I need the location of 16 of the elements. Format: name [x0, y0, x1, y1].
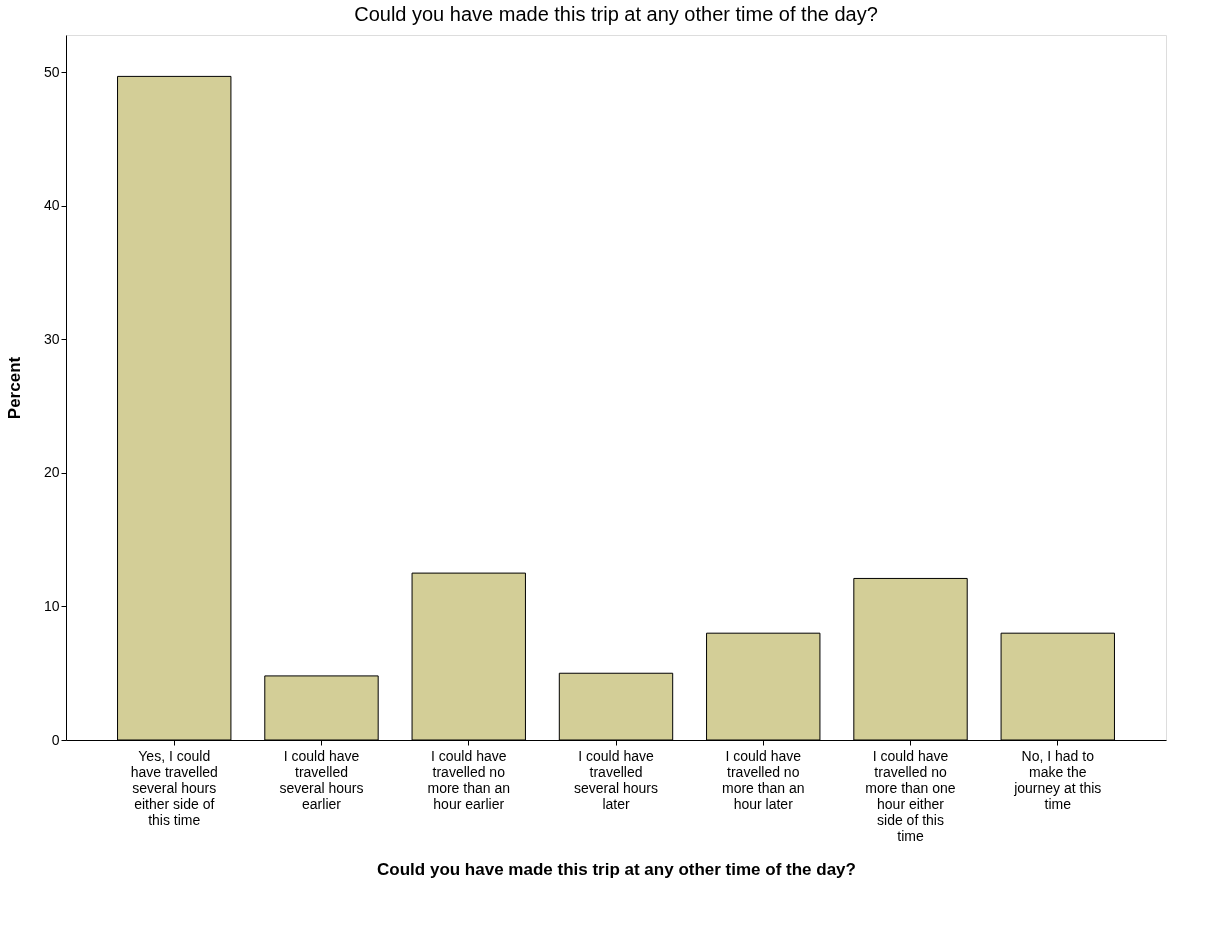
x-tick-label: I could have travelled no more than an hour later: [722, 747, 805, 812]
y-tick-label: 20: [43, 464, 60, 481]
x-tick-label: No, I had to make the journey at this time: [1013, 747, 1102, 812]
y-axis-title: Percent: [4, 356, 24, 420]
x-tick-label: I could have travelled no more than one hour either side of this time: [865, 747, 956, 844]
y-tick-label: 10: [43, 597, 60, 614]
y-tick-label: 0: [51, 731, 60, 748]
chart-title: Could you have made this trip at any other time of the day?: [354, 3, 878, 25]
x-tick-label: Yes, I could have travelled several hours either side of this time: [130, 747, 218, 828]
x-axis-title: Could you have made this trip at any other time of the day?: [377, 859, 856, 879]
y-tick-label: 40: [43, 197, 60, 214]
x-tick-label: I could have travelled several hours later: [573, 747, 659, 812]
x-tick-label: I could have travelled no more than an hour earlier: [427, 747, 510, 812]
x-tick-label: I could have travelled several hours earlier: [279, 747, 364, 812]
y-tick-label: 30: [43, 330, 60, 347]
y-tick-label: 50: [43, 63, 60, 80]
